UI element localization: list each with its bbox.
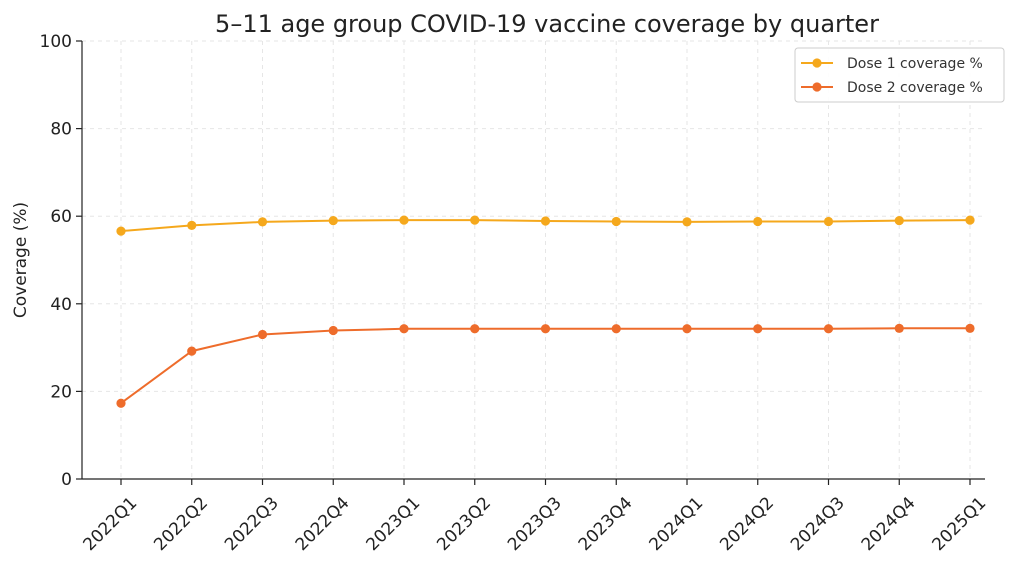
data-point [116, 398, 126, 408]
legend-item: Dose 2 coverage % [801, 80, 983, 96]
y-tick-label: 0 [61, 470, 72, 490]
data-point [682, 324, 692, 334]
data-point [682, 217, 692, 227]
series-1 [116, 215, 975, 236]
x-tick-label: 2023Q3 [504, 493, 566, 555]
data-point [470, 324, 480, 334]
x-tick-label: 2024Q1 [646, 493, 708, 555]
data-point [540, 216, 551, 226]
x-tick-label: 2025Q1 [929, 493, 991, 555]
data-point [894, 323, 904, 333]
data-point [611, 216, 621, 227]
y-tick-label: 40 [50, 295, 72, 315]
data-point [257, 217, 268, 227]
grid [82, 40, 985, 479]
data-point [257, 329, 268, 340]
x-tick-label: 2022Q3 [221, 493, 283, 555]
data-point [470, 215, 480, 225]
x-tick-label: 2023Q1 [363, 493, 425, 555]
data-point [399, 215, 409, 225]
data-point [328, 325, 338, 336]
data-point [399, 324, 409, 334]
y-tick-label: 60 [50, 207, 72, 227]
x-tick-label: 2022Q1 [80, 493, 142, 555]
chart-title: 5–11 age group COVID-19 vaccine coverage… [215, 10, 879, 38]
data-point [753, 324, 763, 334]
x-tick-label: 2024Q4 [858, 493, 920, 555]
data-point [187, 220, 197, 230]
data-point [187, 346, 197, 356]
x-tick-label: 2022Q4 [292, 493, 354, 555]
data-point [540, 324, 551, 334]
y-tick-label: 20 [50, 382, 72, 402]
data-point [823, 324, 834, 334]
x-tick-label: 2022Q2 [150, 493, 212, 555]
legend-box [794, 47, 1005, 103]
legend: Dose 1 coverage % Dose 2 coverage % [794, 47, 1005, 103]
series-2 [116, 323, 975, 408]
x-tick-label: 2024Q3 [787, 493, 849, 555]
series-layer [116, 215, 975, 408]
legend-label: Dose 2 coverage % [847, 80, 983, 96]
data-point [965, 323, 975, 333]
data-point [894, 215, 904, 226]
data-point [611, 324, 621, 334]
data-point [753, 216, 763, 227]
x-tick-label: 2023Q2 [433, 493, 495, 555]
x-tick-label: 2023Q4 [575, 493, 637, 555]
legend-label: Dose 1 coverage % [847, 56, 983, 72]
y-axis-label: Coverage (%) [11, 202, 31, 318]
data-point [823, 216, 834, 227]
y-tick-label: 100 [40, 32, 72, 52]
data-point [328, 215, 338, 226]
legend-item: Dose 1 coverage % [801, 56, 983, 72]
x-tick-label: 2024Q2 [716, 493, 778, 555]
y-tick-label: 80 [50, 120, 72, 140]
data-point [116, 226, 126, 236]
legend-swatch-marker [812, 82, 822, 92]
legend-swatch-marker [812, 58, 822, 68]
data-point [965, 215, 975, 225]
